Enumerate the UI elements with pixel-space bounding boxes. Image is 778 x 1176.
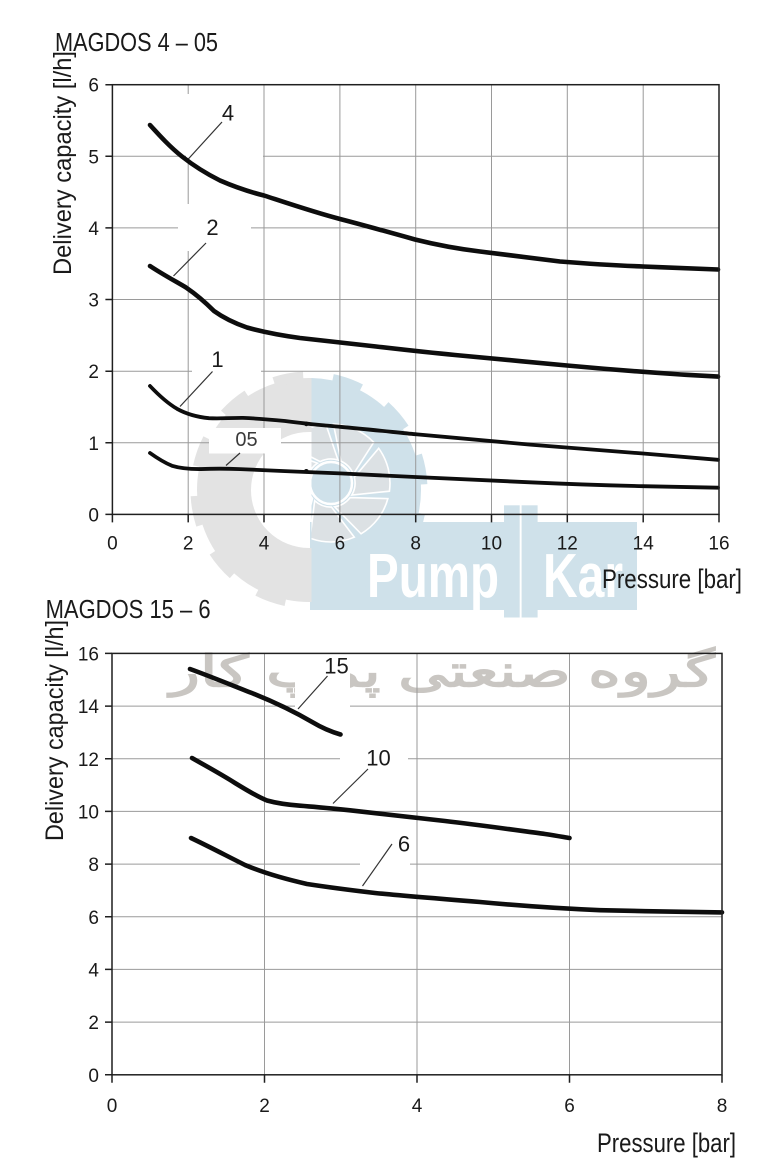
svg-text:14: 14: [633, 534, 655, 555]
svg-text:MAGDOS 15 – 6: MAGDOS 15 – 6: [46, 594, 211, 624]
svg-text:6: 6: [335, 534, 346, 555]
svg-text:16: 16: [708, 534, 729, 555]
svg-text:4: 4: [222, 101, 234, 126]
svg-text:Pressure [bar]: Pressure [bar]: [597, 1128, 736, 1158]
svg-text:4: 4: [259, 534, 270, 555]
svg-text:8: 8: [717, 1096, 728, 1117]
svg-text:0: 0: [107, 534, 118, 555]
svg-text:4: 4: [88, 960, 99, 981]
svg-text:Delivery capacity [l/h]: Delivery capacity [l/h]: [49, 51, 77, 275]
svg-text:12: 12: [78, 750, 99, 771]
svg-text:4: 4: [412, 1096, 423, 1117]
svg-text:8: 8: [410, 534, 421, 555]
svg-text:1: 1: [211, 347, 223, 372]
svg-text:2: 2: [183, 534, 194, 555]
svg-text:6: 6: [88, 908, 99, 929]
svg-text:3: 3: [88, 291, 99, 312]
svg-text:MAGDOS 4 – 05: MAGDOS 4 – 05: [55, 27, 218, 57]
svg-text:2: 2: [259, 1096, 270, 1117]
svg-text:12: 12: [557, 534, 578, 555]
svg-text:2: 2: [88, 1013, 99, 1034]
svg-text:8: 8: [88, 855, 99, 876]
svg-text:15: 15: [324, 654, 348, 679]
svg-text:05: 05: [235, 429, 257, 451]
svg-text:0: 0: [88, 505, 99, 526]
svg-text:2: 2: [206, 215, 218, 240]
svg-text:گروه صنعتی پمپ کار: گروه صنعتی پمپ کار: [165, 646, 716, 699]
svg-text:10: 10: [78, 802, 99, 823]
svg-text:1: 1: [88, 434, 99, 455]
svg-text:2: 2: [88, 362, 99, 383]
svg-text:10: 10: [481, 534, 502, 555]
svg-text:16: 16: [78, 644, 99, 665]
svg-text:5: 5: [88, 147, 99, 168]
svg-text:6: 6: [564, 1096, 575, 1117]
svg-text:0: 0: [107, 1096, 118, 1117]
svg-text:Kar: Kar: [543, 542, 623, 611]
svg-text:Pump: Pump: [367, 542, 499, 611]
svg-text:10: 10: [366, 746, 390, 771]
svg-text:Pressure [bar]: Pressure [bar]: [602, 564, 742, 594]
svg-text:4: 4: [88, 219, 99, 240]
svg-text:6: 6: [88, 76, 99, 97]
svg-text:Delivery capacity [l/h]: Delivery capacity [l/h]: [41, 620, 69, 841]
svg-text:14: 14: [78, 697, 100, 718]
svg-text:6: 6: [398, 832, 410, 857]
svg-text:0: 0: [88, 1066, 99, 1087]
